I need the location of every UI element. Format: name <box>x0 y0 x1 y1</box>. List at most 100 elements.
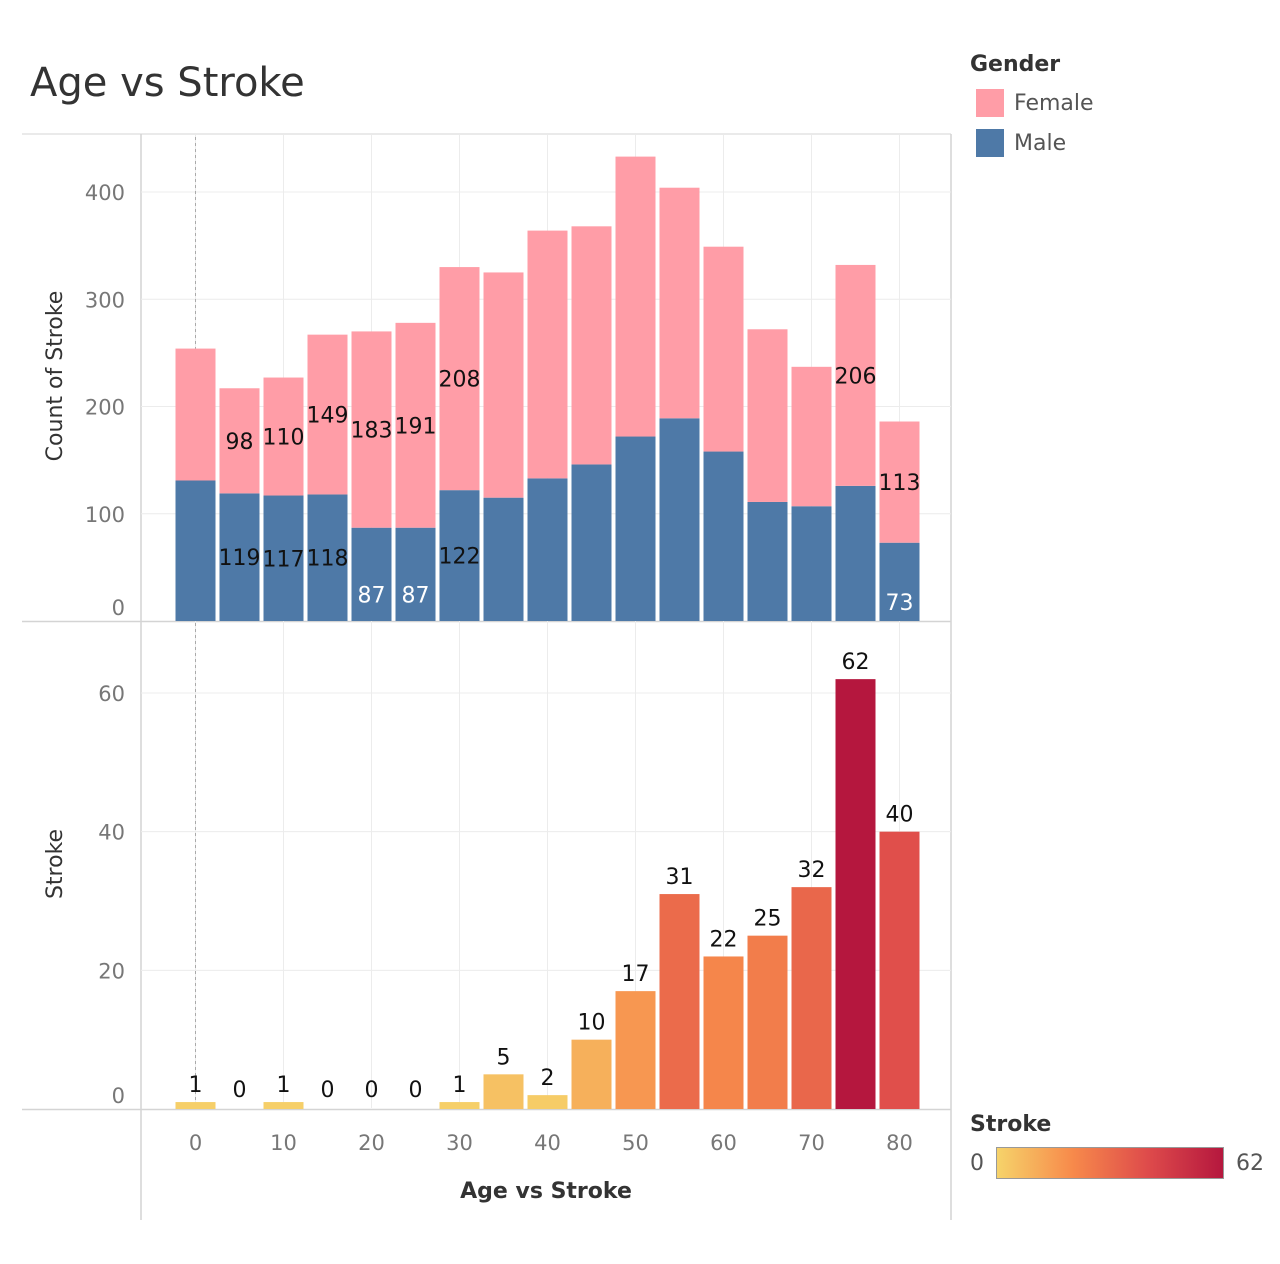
y-axis-title-count: Count of Stroke <box>43 291 68 462</box>
y-tick-label: 300 <box>85 288 125 312</box>
legend-item-male[interactable]: Male <box>970 123 1094 163</box>
bar-female <box>703 246 744 452</box>
bar-stroke <box>439 1102 480 1109</box>
bar-male <box>659 418 700 621</box>
bar-stroke <box>747 935 788 1109</box>
data-label-stroke: 32 <box>798 858 826 883</box>
bar-female <box>351 331 392 528</box>
bar-female <box>439 267 480 491</box>
x-tick-label: 10 <box>270 1131 297 1155</box>
bar-male <box>483 497 524 621</box>
data-label-stroke: 0 <box>409 1078 423 1103</box>
stacked-bars <box>175 156 920 621</box>
data-label-stroke: 0 <box>233 1078 247 1103</box>
data-label-stroke: 2 <box>541 1066 555 1091</box>
legend-item-female[interactable]: Female <box>970 83 1094 123</box>
legend-label-female: Female <box>1014 90 1094 116</box>
bar-male <box>835 485 876 621</box>
x-tick-label: 30 <box>446 1131 473 1155</box>
y-tick-label: 0 <box>112 596 125 620</box>
bar-female <box>747 329 788 502</box>
data-label-stroke: 31 <box>666 865 694 890</box>
x-tick-label: 70 <box>798 1131 825 1155</box>
data-label-stroke: 17 <box>622 962 650 987</box>
bar-female <box>527 230 568 479</box>
bar-stroke <box>703 956 744 1109</box>
bar-male <box>395 527 436 621</box>
x-tick-label: 0 <box>189 1131 202 1155</box>
bar-male <box>791 506 832 621</box>
data-label-female: 113 <box>879 471 921 496</box>
stroke-bars <box>175 679 920 1109</box>
bar-female <box>263 377 304 496</box>
data-label-stroke: 10 <box>578 1011 606 1036</box>
gender-legend-title: Gender <box>970 52 1061 77</box>
data-label-female: 110 <box>263 426 305 451</box>
data-label-female: 208 <box>439 368 481 393</box>
bar-male <box>439 490 480 621</box>
data-label-male: 119 <box>219 546 261 571</box>
y-tick-label: 0 <box>112 1084 125 1108</box>
x-axis-title: Age vs Stroke <box>460 1179 632 1204</box>
y-tick-label: 60 <box>98 682 125 706</box>
data-label-male: 87 <box>402 583 430 608</box>
bar-male <box>175 480 216 621</box>
bar-male <box>615 436 656 621</box>
bar-stroke <box>659 894 700 1109</box>
bar-female <box>483 272 524 498</box>
y-tick-label: 40 <box>98 821 125 845</box>
data-label-stroke: 0 <box>321 1078 335 1103</box>
bar-female <box>395 322 436 528</box>
bar-male <box>219 493 260 621</box>
data-label-stroke: 5 <box>497 1045 511 1070</box>
stroke-color-legend: Stroke 0 62 <box>970 1112 1264 1179</box>
color-ramp <box>996 1147 1224 1179</box>
bar-male <box>527 478 568 621</box>
y-tick-label: 20 <box>98 959 125 983</box>
data-label-male: 117 <box>263 547 305 572</box>
bar-female <box>659 187 700 419</box>
bar-male <box>879 542 920 621</box>
chart-frame <box>22 133 952 1220</box>
x-tick-label: 80 <box>886 1131 913 1155</box>
data-label-stroke: 0 <box>365 1078 379 1103</box>
bar-male <box>263 495 304 621</box>
bar-female <box>791 366 832 507</box>
data-label-female: 183 <box>351 419 393 444</box>
bar-stroke <box>791 887 832 1109</box>
x-tick-label: 20 <box>358 1131 385 1155</box>
data-labels: 9811911011714911818387191872081222061137… <box>189 364 921 1103</box>
data-label-stroke: 1 <box>189 1073 203 1098</box>
data-label-female: 149 <box>307 404 349 429</box>
bar-stroke <box>835 679 876 1109</box>
y-axis-title-stroke: Stroke <box>43 829 68 899</box>
bar-male <box>571 464 612 621</box>
male-swatch <box>976 129 1004 157</box>
data-label-female: 191 <box>395 414 437 439</box>
bar-stroke <box>483 1074 524 1109</box>
bar-female <box>175 348 216 481</box>
bar-female <box>571 226 612 465</box>
bar-male <box>307 494 348 621</box>
ramp-min-label: 0 <box>970 1150 984 1176</box>
bar-stroke <box>615 991 656 1109</box>
bar-stroke <box>879 831 920 1109</box>
bar-stroke <box>571 1039 612 1109</box>
data-label-stroke: 62 <box>842 650 870 675</box>
bar-stroke <box>527 1095 568 1109</box>
y-tick-label: 100 <box>85 503 125 527</box>
ramp-max-label: 62 <box>1236 1150 1264 1176</box>
x-tick-label: 40 <box>534 1131 561 1155</box>
y-tick-label: 200 <box>85 396 125 420</box>
data-label-stroke: 1 <box>277 1073 291 1098</box>
bar-female <box>835 264 876 486</box>
legend-label-male: Male <box>1014 130 1067 156</box>
data-label-male: 122 <box>439 545 481 570</box>
data-label-female: 206 <box>835 364 877 389</box>
bar-female <box>879 421 920 543</box>
stroke-legend-title: Stroke <box>970 1112 1052 1137</box>
bar-female <box>307 334 348 495</box>
data-label-male: 87 <box>358 583 386 608</box>
